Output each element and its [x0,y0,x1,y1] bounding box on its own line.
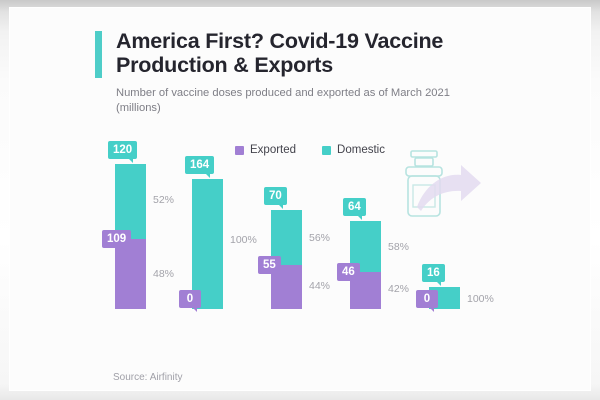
percent-label-domestic: 52% [153,194,175,206]
bar-segment-exported [115,239,146,309]
value-badge-exported: 109 [102,230,132,252]
bar-segment-domestic [115,164,146,239]
value-badge-domestic: 120 [108,141,138,163]
chart-legend: Exported Domestic [9,144,591,156]
percent-label-domestic: 100% [467,293,494,305]
header: America First? Covid-19 Vaccine Producti… [95,29,573,117]
source-attribution: Source: Airfinity [113,372,183,383]
vaccine-vial-export-arrow-icon [395,145,485,228]
page-title: America First? Covid-19 Vaccine Producti… [116,29,444,78]
square-swatch-icon [322,145,332,155]
percent-label-domestic: 58% [388,241,410,253]
value-badge-domestic: 70 [264,187,287,209]
legend-label-exported: Exported [250,144,297,156]
percent-label-exported: 42% [388,283,410,295]
value-badge-domestic: 16 [422,264,445,286]
bar-segment-domestic [271,210,302,265]
title-row: America First? Covid-19 Vaccine Producti… [95,29,573,78]
legend-item-exported: Exported [235,144,296,156]
value-badge-exported: 0 [179,290,201,312]
legend-item-domestic: Domestic [322,144,385,156]
percent-label-domestic: 56% [309,232,331,244]
value-badge-domestic: 64 [343,198,366,220]
value-badge-exported: 46 [337,263,360,285]
value-badge-exported: 0 [416,290,438,312]
percent-label-domestic: 100% [230,234,257,246]
value-badge-domestic: 164 [185,156,215,178]
percent-label-exported: 48% [153,268,175,280]
stacked-bar-chart: 120 109 52% 48% China 164 [9,7,591,391]
bar-segment-domestic [192,179,223,309]
page-subtitle: Number of vaccine doses produced and exp… [116,87,450,115]
title-accent-bar [95,31,102,78]
percent-label-exported: 44% [309,280,331,292]
value-badge-exported: 55 [258,256,281,278]
legend-label-domestic: Domestic [337,144,385,156]
infographic-card: America First? Covid-19 Vaccine Producti… [9,7,591,391]
square-swatch-icon [235,145,245,155]
